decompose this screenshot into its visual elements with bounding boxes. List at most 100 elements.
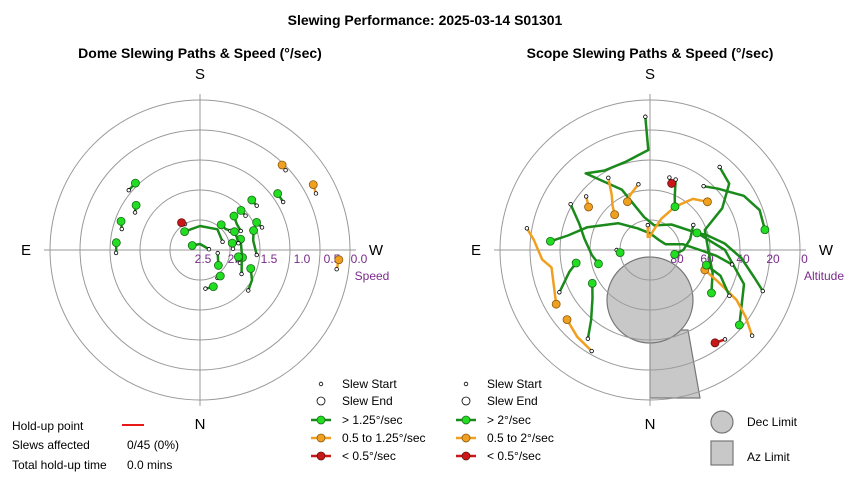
dome-title: Dome Slewing Paths & Speed (°/sec) — [78, 45, 322, 61]
slew-end-marker — [273, 189, 283, 198]
scope-legend-end: Slew End — [487, 394, 538, 408]
slew-end-marker — [252, 217, 262, 227]
slew-end-marker — [670, 202, 680, 212]
slew-start-marker — [557, 290, 562, 295]
slew-start-marker — [722, 337, 728, 342]
slew-end-marker — [701, 260, 711, 270]
radial-tick-label: 1.5 — [261, 252, 278, 266]
dome-dir-top: S — [195, 66, 205, 83]
scope-dir-top: S — [645, 66, 655, 83]
radial-tick-label: 0.0 — [351, 252, 368, 266]
slew-end-marker — [116, 216, 126, 226]
slew-start-marker — [606, 175, 611, 181]
slew-end-marker — [177, 218, 186, 228]
slew-end-marker — [615, 248, 625, 258]
slew-start-marker — [206, 247, 212, 252]
slew-start-marker — [589, 348, 594, 354]
slew-start-marker — [729, 262, 735, 267]
slew-start-marker — [313, 191, 319, 196]
slew-start-marker — [243, 213, 248, 218]
scope-slews — [524, 114, 770, 354]
legend-end-marker — [461, 396, 471, 406]
scope-legend-mid: 0.5 to 2°/sec — [487, 431, 554, 445]
slew-path — [703, 268, 754, 337]
dome-legend-end: Slew End — [342, 394, 393, 408]
slew-end-marker — [236, 206, 246, 215]
scope-legend-slow: < 0.5°/sec — [487, 449, 541, 463]
legend-slow-marker — [461, 451, 471, 461]
slew-start-marker — [583, 194, 589, 199]
slew-end-marker — [545, 236, 555, 246]
slew-end-marker — [180, 227, 189, 237]
slew-start-marker — [220, 239, 225, 244]
holdup-time-label: Total hold-up time — [12, 458, 107, 472]
slew-end-marker — [334, 255, 344, 265]
slew-start-marker — [113, 250, 119, 256]
scope-grid — [494, 94, 806, 406]
slew-start-marker — [717, 164, 722, 170]
scope-chart: Scope Slewing Paths & Speed (°/sec) S N … — [471, 45, 844, 433]
slew-path — [586, 282, 594, 340]
az-limit-label: Az Limit — [747, 450, 790, 464]
dome-legend-mid: 0.5 to 1.25°/sec — [342, 431, 426, 445]
limit-legend: Dec Limit Az Limit — [710, 410, 798, 466]
scope-dir-left: E — [471, 242, 481, 259]
slew-path — [584, 115, 746, 327]
slew-end-marker — [130, 178, 140, 188]
holdup-stats: Hold-up point Slews affected 0/45 (0%) T… — [12, 419, 179, 472]
slew-start-marker — [132, 210, 138, 215]
dome-legend-fast: > 1.25°/sec — [342, 413, 403, 427]
slew-end-marker — [187, 241, 197, 250]
legend-end-marker — [316, 396, 326, 406]
slew-end-marker — [131, 200, 141, 210]
slew-end-marker — [670, 249, 680, 259]
slew-start-marker — [280, 199, 286, 205]
scope-radial-ticks: 80 60 40 20 0 — [670, 252, 808, 266]
slew-start-marker — [636, 182, 641, 187]
slew-end-marker — [551, 299, 561, 309]
slew-end-marker — [623, 197, 632, 207]
dome-dir-bottom: N — [195, 416, 206, 433]
legend-slow-marker — [316, 451, 326, 461]
slew-end-marker — [277, 160, 287, 170]
slew-path — [525, 227, 558, 306]
slew-start-marker — [239, 271, 244, 277]
radial-tick-label: 20 — [766, 252, 780, 266]
slew-end-marker — [229, 211, 239, 221]
slew-path — [702, 184, 767, 231]
slew-path — [607, 176, 616, 216]
slew-path — [705, 263, 731, 298]
slew-end-marker — [710, 338, 720, 348]
slew-start-marker — [585, 336, 591, 341]
slews-affected-value: 0/45 (0%) — [127, 438, 179, 452]
slew-start-marker — [727, 293, 732, 299]
slew-start-marker — [701, 183, 706, 189]
slew-end-marker — [213, 261, 223, 270]
slew-start-marker — [126, 188, 131, 193]
radial-tick-label: 1.0 — [294, 252, 311, 266]
dome-slews — [111, 160, 344, 293]
slew-start-marker — [524, 226, 530, 231]
scope-title: Scope Slewing Paths & Speed (°/sec) — [527, 45, 774, 61]
slew-end-marker — [703, 197, 712, 207]
slew-start-marker — [119, 226, 124, 232]
scope-legend: Slew Start Slew End > 2°/sec 0.5 to 2°/s… — [456, 377, 554, 463]
radial-tick-label: 0 — [801, 252, 808, 266]
slew-end-marker — [760, 225, 770, 235]
slew-path — [183, 224, 224, 244]
dome-grid — [44, 94, 356, 406]
slew-start-marker — [645, 222, 651, 228]
slew-start-marker — [203, 286, 208, 291]
slew-end-marker — [692, 228, 702, 238]
slew-end-marker — [249, 226, 258, 235]
slew-start-marker — [254, 203, 259, 208]
legend-mid-marker — [461, 433, 471, 443]
scope-dir-bottom: N — [645, 416, 656, 433]
slew-end-marker — [667, 179, 677, 188]
dome-legend-start: Slew Start — [342, 377, 397, 391]
slew-path — [695, 231, 765, 293]
slew-start-marker — [246, 288, 251, 293]
slew-start-marker — [667, 175, 672, 180]
legend-fast-marker — [316, 415, 326, 425]
